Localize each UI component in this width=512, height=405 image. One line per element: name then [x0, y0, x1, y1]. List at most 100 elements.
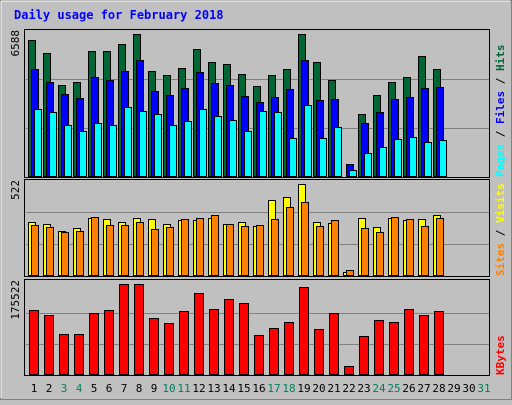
day-label-10: 10 [162, 382, 175, 395]
bar-sites-day-15 [241, 226, 249, 276]
bar-kbytes-day-23 [359, 336, 369, 375]
bar-pages-day-13 [214, 116, 222, 177]
bar-sites-day-11 [181, 219, 189, 276]
bar-pages-day-7 [124, 107, 132, 177]
bar-kbytes-day-24 [374, 320, 384, 375]
bar-sites-day-27 [421, 226, 429, 276]
bar-kbytes-day-4 [74, 334, 84, 375]
bar-kbytes-day-1 [29, 310, 39, 375]
bar-sites-day-23 [361, 228, 369, 276]
legend-kbytes: KBytes [494, 335, 507, 375]
legend-separator: / [494, 71, 507, 91]
bar-kbytes-day-28 [434, 311, 444, 375]
bar-kbytes-day-15 [239, 303, 249, 375]
bar-sites-day-21 [331, 220, 339, 276]
day-label-2: 2 [46, 382, 53, 395]
day-label-7: 7 [121, 382, 128, 395]
bar-sites-day-26 [406, 219, 414, 276]
day-label-24: 24 [372, 382, 386, 395]
day-label-12: 12 [192, 382, 205, 395]
day-label-11: 11 [177, 382, 190, 395]
bar-kbytes-day-2 [44, 315, 54, 375]
day-label-18: 18 [282, 382, 295, 395]
day-label-23: 23 [357, 382, 370, 395]
y-max-label-visits: 522 [9, 180, 22, 200]
bar-sites-day-10 [166, 227, 174, 276]
bar-pages-day-17 [274, 112, 282, 177]
day-labels: 1 2 3 4 5 6 7 8 9 10 11 12 13 14 15 16 17 18 19 20 21 22 23 24 2… [31, 382, 491, 395]
bar-pages-day-14 [229, 120, 237, 177]
chart-title: Daily usage for February 2018 [14, 8, 224, 22]
bar-pages-day-20 [319, 138, 327, 177]
bar-sites-day-17 [271, 219, 279, 276]
bar-pages-day-8 [139, 111, 147, 177]
bar-pages-day-28 [439, 140, 447, 177]
bar-kbytes-day-8 [134, 284, 144, 375]
legend-panel-3: KBytes [494, 335, 507, 375]
day-label-1: 1 [31, 382, 38, 395]
day-label-17: 17 [267, 382, 280, 395]
day-label-21: 21 [327, 382, 340, 395]
bar-kbytes-day-27 [419, 315, 429, 375]
bar-kbytes-day-6 [104, 310, 114, 375]
day-label-26: 26 [402, 382, 415, 395]
bar-sites-day-25 [391, 217, 399, 276]
y-max-label-hits: 6588 [9, 30, 22, 57]
day-label-29: 29 [447, 382, 460, 395]
bar-kbytes-day-10 [164, 323, 174, 375]
bar-kbytes-day-3 [59, 334, 69, 375]
legend-separator: / [494, 124, 507, 144]
legend-separator: / [494, 223, 507, 243]
bar-kbytes-day-9 [149, 318, 159, 375]
day-label-8: 8 [136, 382, 143, 395]
bar-sites-day-1 [31, 225, 39, 276]
bar-sites-day-3 [61, 232, 69, 276]
bar-kbytes-day-13 [209, 309, 219, 375]
bar-pages-day-15 [244, 131, 252, 177]
legend-files: Files [494, 91, 507, 124]
bar-pages-day-16 [259, 111, 267, 177]
bar-sites-day-6 [106, 225, 114, 276]
day-label-15: 15 [237, 382, 250, 395]
bar-sites-day-19 [301, 202, 309, 276]
bar-kbytes-day-7 [119, 284, 129, 375]
bar-pages-day-11 [184, 121, 192, 177]
bars-layer [26, 34, 489, 375]
legend-hits: Hits [494, 45, 507, 72]
bar-pages-day-10 [169, 125, 177, 177]
bar-kbytes-day-22 [344, 366, 354, 375]
day-label-25: 25 [387, 382, 400, 395]
legend-sites: Sites [494, 243, 507, 276]
bar-pages-day-23 [364, 153, 372, 177]
legend-layer: Pages / Files / Hits Sites / Visits KBytes [494, 45, 507, 376]
bar-sites-day-16 [256, 225, 264, 276]
day-label-28: 28 [432, 382, 445, 395]
legend-visits: Visits [494, 183, 507, 223]
bar-pages-day-1 [34, 109, 42, 177]
bar-pages-day-6 [109, 125, 117, 177]
bar-sites-day-20 [316, 226, 324, 276]
day-label-3: 3 [61, 382, 68, 395]
bar-sites-day-18 [286, 207, 294, 276]
bar-kbytes-day-17 [269, 328, 279, 375]
day-label-14: 14 [222, 382, 236, 395]
bar-sites-day-28 [436, 218, 444, 276]
day-label-31: 31 [477, 382, 490, 395]
bar-sites-day-2 [46, 227, 54, 276]
bar-kbytes-day-14 [224, 299, 234, 375]
day-label-19: 19 [297, 382, 310, 395]
bar-kbytes-day-20 [314, 329, 324, 375]
day-label-6: 6 [106, 382, 113, 395]
bar-sites-day-8 [136, 222, 144, 276]
bar-pages-day-9 [154, 114, 162, 177]
bar-pages-day-27 [424, 142, 432, 177]
bar-sites-day-22 [346, 270, 354, 276]
bar-sites-day-12 [196, 218, 204, 276]
day-label-22: 22 [342, 382, 355, 395]
day-label-9: 9 [151, 382, 158, 395]
bar-pages-day-19 [304, 105, 312, 177]
bar-kbytes-day-12 [194, 293, 204, 375]
bar-sites-day-9 [151, 229, 159, 276]
bar-pages-day-3 [64, 125, 72, 177]
